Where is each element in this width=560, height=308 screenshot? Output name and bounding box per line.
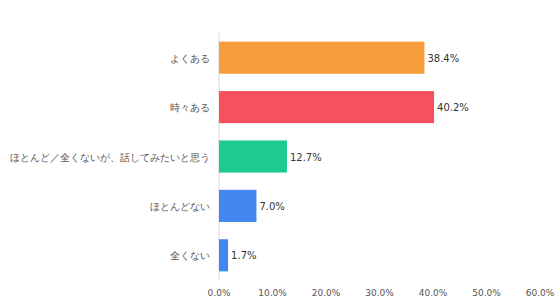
chart-container: 0.0% 10.0% 20.0% 30.0% 40.0% 50.0% 60.0% 38.4% 4…: [0, 0, 560, 308]
category-label: 時々ある: [170, 102, 210, 113]
category-label: ほとんど／全くないが、話してみたいと思う: [10, 152, 210, 163]
bars: [219, 42, 434, 272]
data-label: 40.2%: [437, 102, 469, 113]
tick-label: 20.0%: [312, 288, 341, 298]
data-label: 38.4%: [427, 53, 459, 64]
tick-label: 40.0%: [419, 288, 448, 298]
tick-label: 30.0%: [365, 288, 394, 298]
tick-label: 60.0%: [526, 288, 555, 298]
category-label: ほとんどない: [150, 201, 210, 212]
bar: [219, 91, 434, 123]
chart-svg: 0.0% 10.0% 20.0% 30.0% 40.0% 50.0% 60.0% 38.4% 4…: [0, 0, 560, 308]
tick-label: 0.0%: [208, 288, 231, 298]
data-label: 12.7%: [290, 152, 322, 163]
data-label: 1.7%: [231, 250, 256, 261]
category-label: 全くない: [170, 250, 210, 261]
bar: [219, 140, 287, 172]
tick-label: 10.0%: [258, 288, 287, 298]
data-label: 7.0%: [259, 201, 284, 212]
bar: [219, 42, 424, 74]
bar: [219, 190, 256, 222]
category-label: よくある: [170, 53, 210, 64]
tick-label: 50.0%: [472, 288, 501, 298]
bar: [219, 239, 228, 271]
